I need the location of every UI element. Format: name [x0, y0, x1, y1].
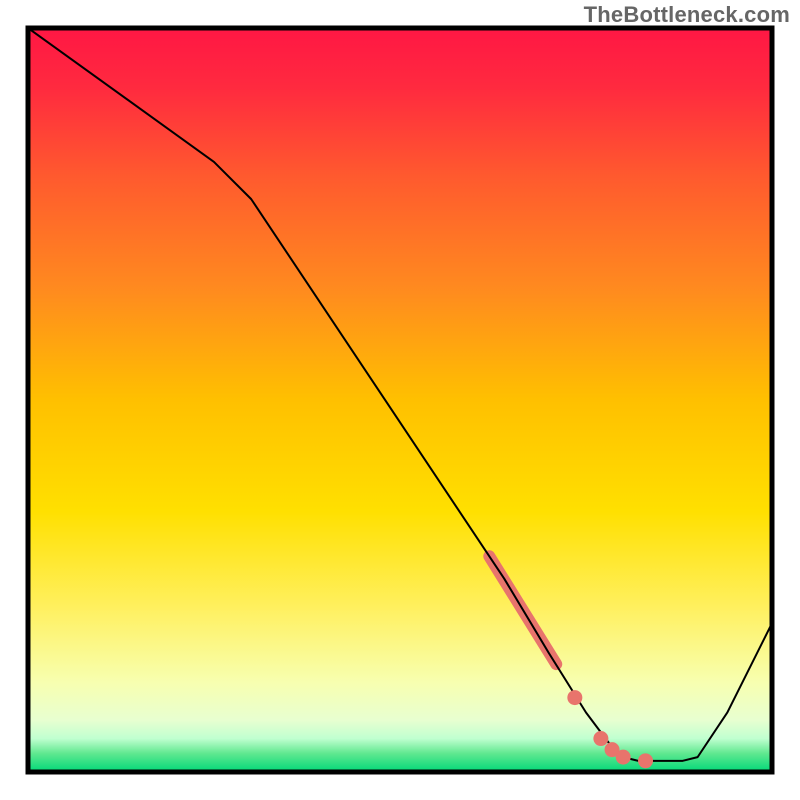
gradient-background [28, 28, 772, 772]
marker-point [568, 691, 582, 705]
marker-point [639, 754, 653, 768]
watermark-text: TheBottleneck.com [584, 2, 790, 28]
marker-point [594, 732, 608, 746]
marker-point [616, 750, 630, 764]
bottleneck-chart [0, 0, 800, 800]
chart-container: TheBottleneck.com [0, 0, 800, 800]
